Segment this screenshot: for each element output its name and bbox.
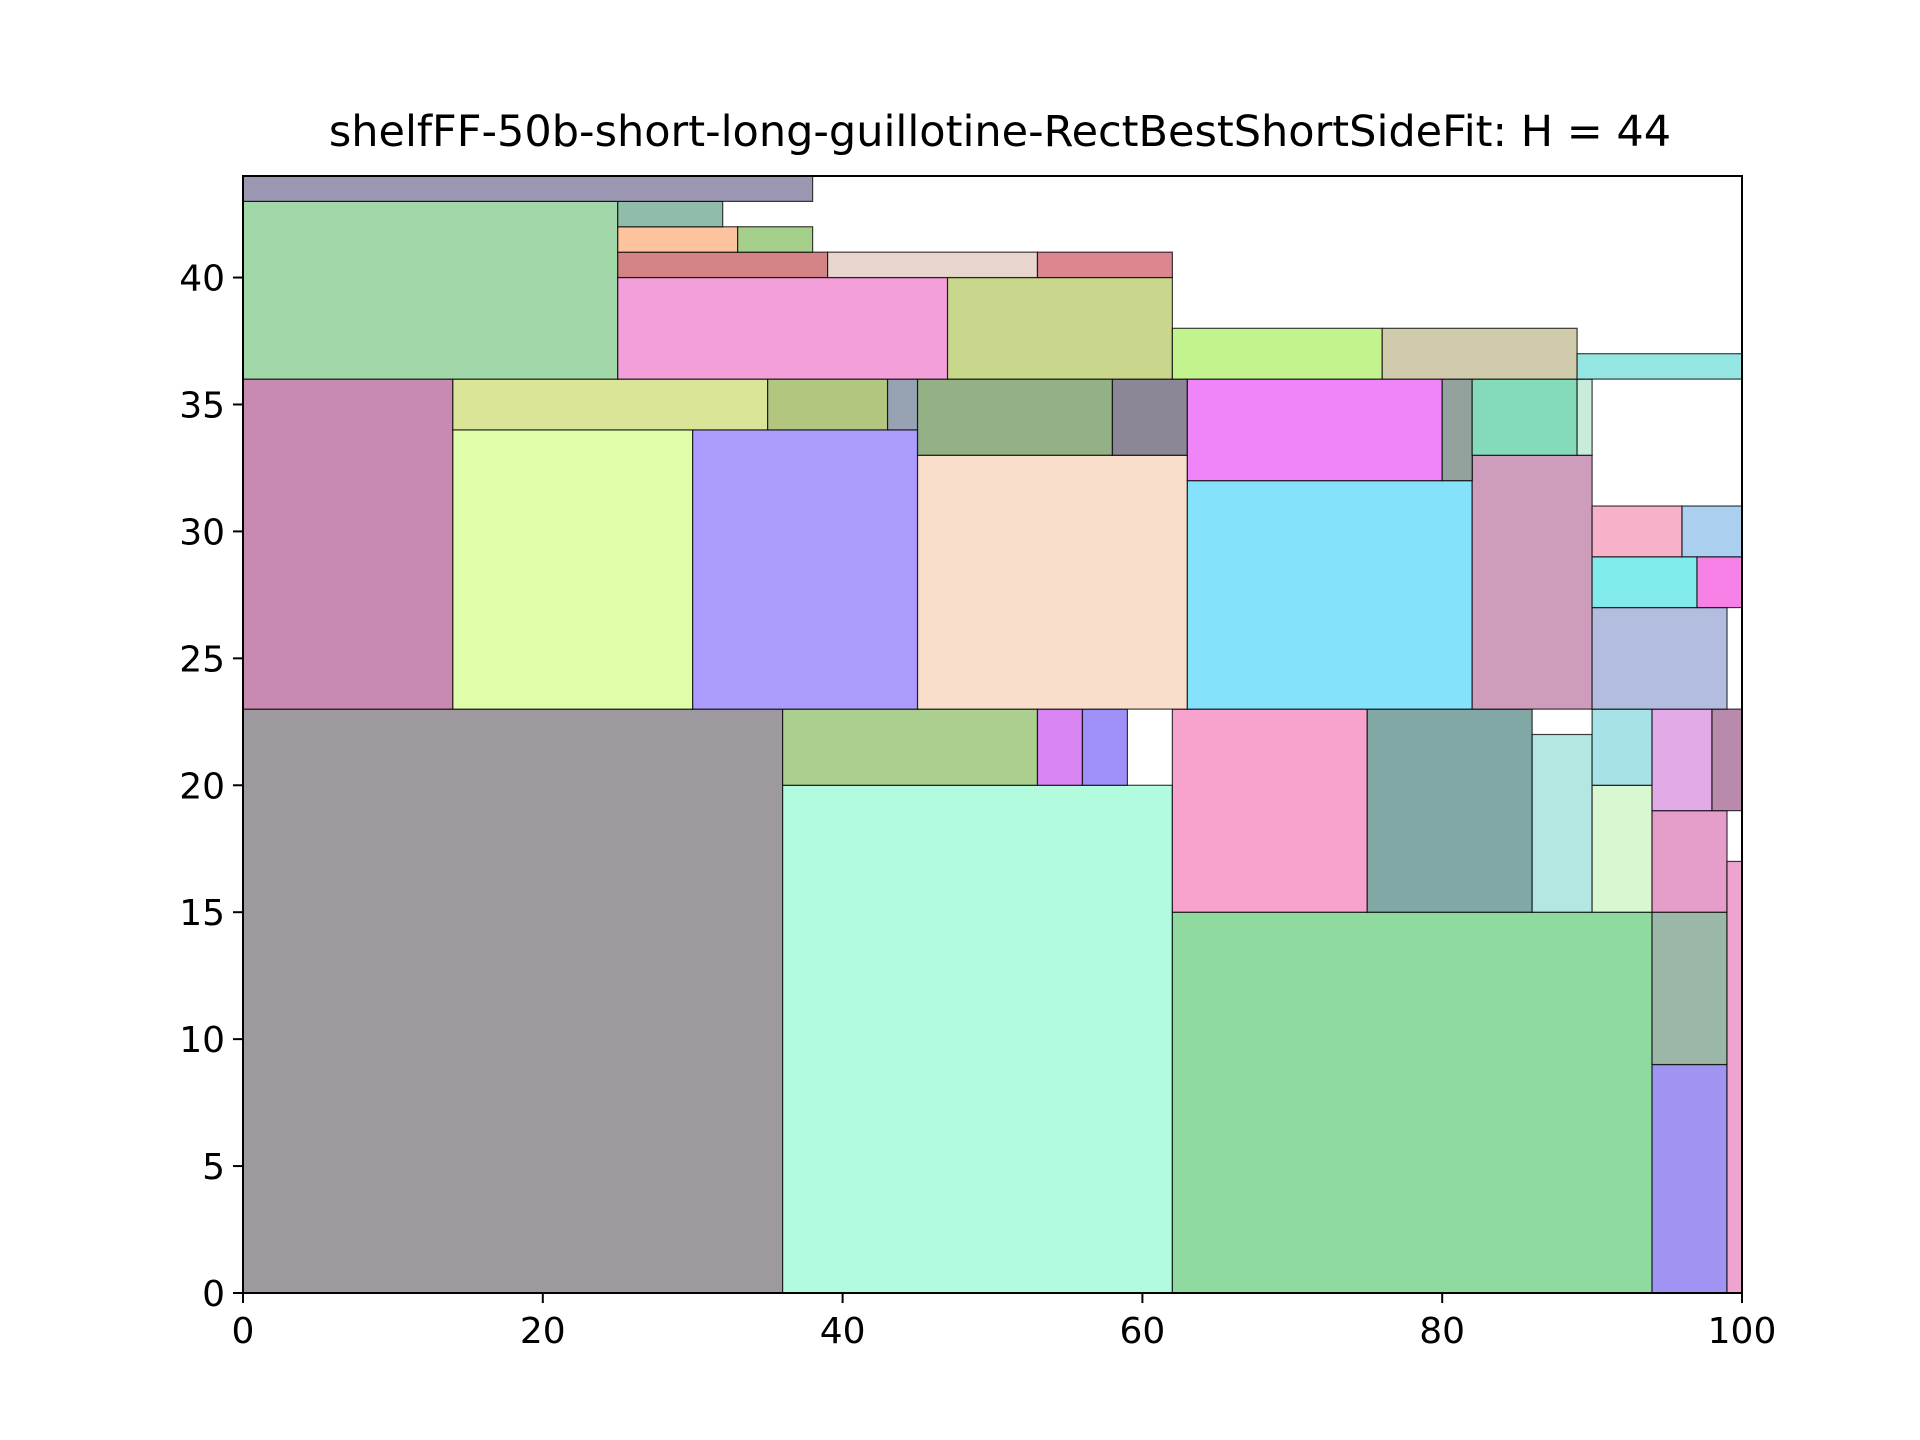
packed-rect-35 (1471, 378, 1578, 456)
packed-rect-38 (617, 276, 949, 380)
packed-rect-7 (1366, 708, 1533, 913)
packed-rect-20 (916, 454, 1188, 710)
x-tick-label-0: 0 (232, 1311, 255, 1352)
packed-rect-8 (1531, 733, 1593, 913)
y-tick-label-0: 0 (202, 1274, 225, 1315)
packed-rect-48 (617, 200, 724, 228)
packed-rect-15 (1711, 708, 1743, 812)
y-tick-label-8: 40 (179, 259, 225, 300)
packed-rect-43 (617, 251, 829, 279)
y-tick-label-6: 30 (179, 512, 225, 553)
packed-rect-33 (1186, 378, 1443, 482)
packed-rect-19 (692, 429, 919, 710)
packed-rect-47 (737, 226, 814, 253)
packed-rect-21 (1186, 480, 1473, 710)
y-tick-label-7: 35 (179, 385, 225, 426)
y-tick-label-2: 10 (179, 1020, 225, 1061)
packed-rect-25 (1696, 556, 1743, 609)
packed-rect-49 (242, 175, 814, 202)
packed-rect-42 (1576, 353, 1743, 380)
packed-rect-39 (946, 276, 1173, 380)
packed-rect-9 (1591, 784, 1653, 913)
packed-rect-10 (1591, 708, 1653, 786)
y-tick-label-3: 15 (179, 893, 225, 934)
packed-rect-17 (242, 378, 454, 710)
packed-rect-5 (1171, 911, 1653, 1294)
packed-rect-27 (1681, 505, 1743, 558)
y-tick-label-4: 20 (179, 766, 225, 807)
x-tick-label-1: 20 (520, 1311, 566, 1352)
packed-rect-32 (1111, 378, 1188, 456)
packed-rect-18 (452, 429, 694, 710)
y-tick-label-1: 5 (202, 1147, 225, 1188)
packed-rect-36 (1576, 378, 1593, 456)
packed-rect-44 (827, 251, 1039, 279)
packed-rect-41 (1381, 327, 1578, 380)
packed-rect-4 (1081, 708, 1129, 786)
packed-rect-45 (1036, 251, 1173, 279)
packed-rect-29 (767, 378, 889, 431)
packed-rect-28 (452, 378, 769, 431)
packed-rect-26 (1591, 505, 1683, 558)
x-tick-label-3: 60 (1119, 1311, 1165, 1352)
x-tick-label-4: 80 (1419, 1311, 1465, 1352)
plot-frame (242, 175, 1743, 1294)
packed-rect-6 (1171, 708, 1368, 913)
packed-rect-1 (782, 784, 1173, 1294)
packed-rect-11 (1651, 1063, 1728, 1294)
packed-rect-37 (242, 200, 619, 380)
packed-rect-16 (1726, 860, 1743, 1294)
packed-rect-24 (1591, 556, 1698, 609)
packed-rect-2 (782, 708, 1039, 786)
packed-rect-46 (617, 226, 739, 253)
packed-rect-23 (1591, 606, 1728, 710)
packed-rect-40 (1171, 327, 1383, 380)
packed-rect-3 (1036, 708, 1084, 786)
packed-rect-34 (1441, 378, 1473, 482)
chart-title: shelfFF-50b-short-long-guillotine-RectBe… (329, 107, 1671, 157)
packed-rect-30 (886, 378, 919, 431)
x-tick-label-2: 40 (820, 1311, 866, 1352)
x-tick-label-5: 100 (1708, 1311, 1777, 1352)
packed-rect-12 (1651, 911, 1728, 1066)
packed-rect-14 (1651, 708, 1713, 812)
y-tick-label-5: 25 (179, 639, 225, 680)
packed-rect-31 (916, 378, 1114, 456)
packed-rect-0 (242, 708, 784, 1294)
axes: 0 20 40 60 80 100 0 5 10 15 20 25 30 35 40 (179, 175, 1777, 1352)
packed-rect-13 (1651, 810, 1728, 913)
packed-rect-22 (1471, 454, 1593, 710)
packed-rectangles (242, 175, 1743, 1294)
